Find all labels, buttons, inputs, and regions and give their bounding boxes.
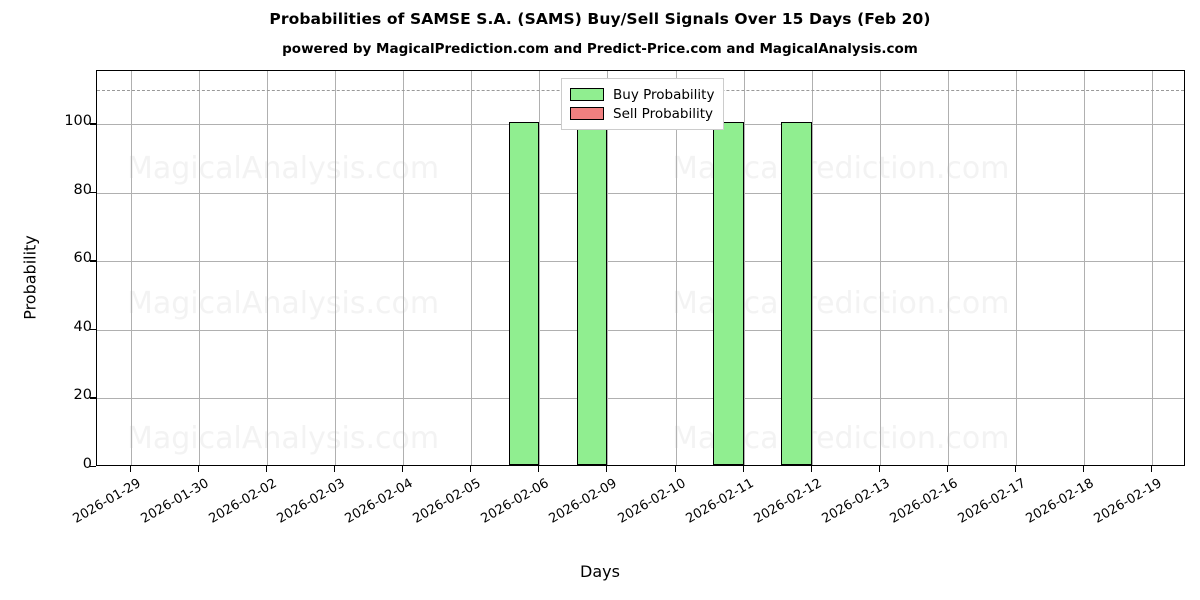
y-tick-label: 0 <box>82 456 92 472</box>
vertical-gridline <box>267 71 268 465</box>
y-tick-mark <box>90 397 96 399</box>
vertical-gridline <box>880 71 881 465</box>
y-tick-mark <box>90 191 96 194</box>
x-tick-mark <box>879 466 881 472</box>
y-axis-label: Probability <box>20 235 40 320</box>
x-tick-mark <box>470 466 472 472</box>
vertical-gridline <box>539 71 540 465</box>
vertical-gridline <box>1084 71 1085 465</box>
legend-label: Sell Probability <box>613 105 714 122</box>
x-tick-mark <box>743 466 745 472</box>
legend-swatch-icon <box>570 88 604 101</box>
vertical-gridline <box>131 71 132 465</box>
watermark-text: MagicalAnalysis.com <box>127 151 440 186</box>
x-tick-mark <box>538 466 540 472</box>
vertical-gridline <box>1016 71 1017 465</box>
x-tick-mark <box>1083 466 1085 472</box>
horizontal-gridline <box>97 330 1184 331</box>
vertical-gridline <box>607 71 608 465</box>
y-tick-label: 60 <box>73 250 92 267</box>
y-tick-mark <box>90 260 96 262</box>
y-tick-label: 20 <box>73 387 92 404</box>
bar-buy-probability-2026-02-09[interactable] <box>576 122 608 465</box>
watermark-text: MagicalAnalysis.com <box>127 421 440 456</box>
legend-item[interactable]: Sell Probability <box>570 104 714 123</box>
x-tick-mark <box>1151 466 1153 472</box>
x-axis-label: Days <box>580 562 620 581</box>
bar-buy-probability-2026-02-06[interactable] <box>508 122 540 465</box>
vertical-gridline <box>948 71 949 465</box>
bar-buy-probability-2026-02-11[interactable] <box>712 122 744 465</box>
bar-buy-probability-2026-02-12[interactable] <box>781 122 812 465</box>
legend-label: Buy Probability <box>613 86 715 103</box>
vertical-gridline <box>199 71 200 465</box>
vertical-gridline <box>471 71 472 465</box>
x-tick-mark <box>675 466 677 472</box>
x-tick-mark <box>1015 466 1017 472</box>
vertical-gridline <box>812 71 813 465</box>
horizontal-gridline <box>97 193 1184 194</box>
legend-item[interactable]: Buy Probability <box>570 85 714 104</box>
y-tick-label: 40 <box>73 318 92 335</box>
y-tick-mark <box>90 328 96 331</box>
chart-subtitle: powered by MagicalPrediction.com and Pre… <box>282 41 918 57</box>
x-tick-mark <box>811 466 813 472</box>
vertical-gridline <box>335 71 336 465</box>
chart-legend[interactable]: Buy Probability Sell Probability <box>561 78 725 130</box>
vertical-gridline <box>403 71 404 465</box>
horizontal-gridline <box>97 261 1184 262</box>
y-tick-label: 80 <box>73 181 92 198</box>
watermark-text: MagicalAnalysis.com <box>127 286 440 321</box>
x-tick-mark <box>198 466 200 472</box>
x-tick-mark <box>130 466 132 472</box>
vertical-gridline <box>744 71 745 465</box>
x-tick-mark <box>266 466 268 472</box>
x-tick-mark <box>606 466 608 472</box>
legend-swatch-icon <box>570 107 604 120</box>
vertical-gridline <box>676 71 677 465</box>
chart-title: Probabilities of SAMSE S.A. (SAMS) Buy/S… <box>269 10 931 28</box>
horizontal-gridline <box>97 398 1184 399</box>
vertical-gridline <box>1152 71 1153 465</box>
y-tick-mark <box>90 123 96 125</box>
y-tick-label: 100 <box>64 113 92 130</box>
x-tick-mark <box>402 466 404 472</box>
x-tick-mark <box>334 466 336 472</box>
y-tick-mark <box>90 466 96 468</box>
x-tick-mark <box>947 466 949 472</box>
